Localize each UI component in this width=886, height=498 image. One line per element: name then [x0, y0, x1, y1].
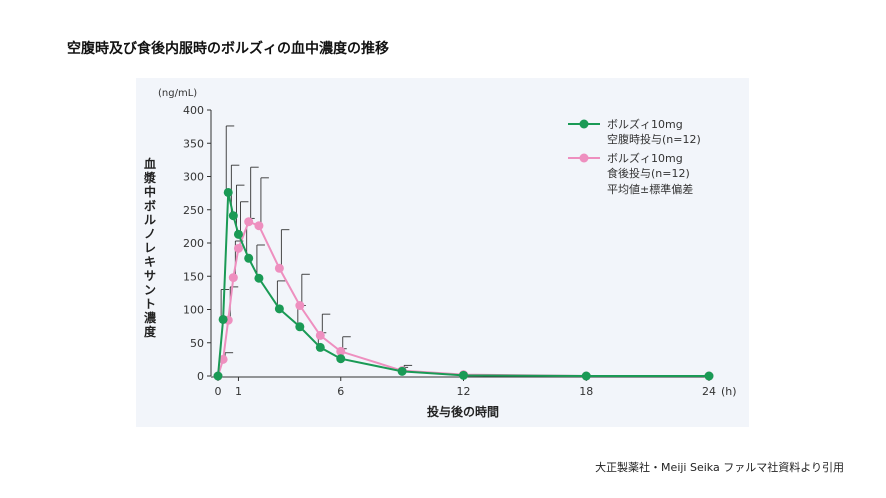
y-tick-label: 50: [190, 337, 204, 350]
series-lines: [213, 187, 714, 381]
data-point: [704, 371, 714, 381]
data-point: [581, 371, 591, 381]
data-point: [233, 229, 243, 239]
data-point: [315, 330, 325, 340]
y-tick-label: 400: [183, 104, 204, 117]
page-title: 空腹時及び食後内服時のボルズィの血中濃度の推移: [67, 41, 389, 57]
data-point: [274, 263, 284, 273]
y-tick-label: 0: [197, 370, 204, 383]
data-point: [336, 354, 346, 364]
x-tick-label: 1: [235, 385, 242, 398]
legend-note: 平均値±標準偏差: [607, 182, 693, 196]
x-tick-label: 24: [702, 385, 716, 398]
y-tick-label: 100: [183, 304, 204, 317]
legend-label: 食後投与(n=12): [607, 166, 690, 180]
series-line: [217, 192, 709, 377]
x-tick-label: 12: [457, 385, 471, 398]
y-tick-label: 250: [183, 204, 204, 217]
data-point: [295, 301, 305, 311]
data-point: [218, 354, 228, 364]
series-line: [217, 220, 709, 377]
y-tick-label: 200: [183, 237, 204, 250]
data-point: [315, 342, 325, 352]
legend-label: 空腹時投与(n=12): [607, 132, 701, 146]
legend: ボルズィ10mg空腹時投与(n=12)ボルズィ10mg食後投与(n=12)平均値…: [568, 117, 701, 196]
y-axis-title: 血漿中ボルノレキサント濃度: [143, 156, 157, 339]
data-point: [244, 253, 254, 263]
source-citation: 大正製薬社・Meiji Seika ファルマ社資料より引用: [595, 461, 844, 474]
data-point: [295, 322, 305, 332]
data-point: [218, 314, 228, 324]
x-tick-label: 6: [337, 385, 344, 398]
data-point: [397, 366, 407, 376]
legend-label: ボルズィ10mg: [607, 151, 683, 165]
y-tick-label: 300: [183, 171, 204, 184]
x-tick-label: 0: [215, 385, 222, 398]
x-tick-label: 18: [579, 385, 593, 398]
y-tick-label: 350: [183, 137, 204, 150]
x-axis-title: 投与後の時間: [427, 404, 499, 419]
data-point: [336, 346, 346, 356]
data-point: [244, 217, 254, 227]
data-point: [459, 370, 468, 380]
y-unit-label: (ng/mL): [158, 88, 197, 99]
y-tick-label: 150: [183, 270, 204, 283]
data-point: [254, 221, 264, 231]
data-point: [213, 371, 223, 381]
legend-swatch-marker: [579, 119, 589, 129]
data-point: [228, 273, 238, 283]
data-point: [223, 187, 233, 197]
data-point: [228, 211, 238, 221]
legend-label: ボルズィ10mg: [607, 117, 683, 131]
data-point: [274, 304, 284, 314]
legend-swatch-marker: [579, 153, 589, 163]
x-unit-label: (h): [721, 385, 737, 398]
data-point: [254, 273, 264, 283]
data-point: [233, 243, 243, 253]
